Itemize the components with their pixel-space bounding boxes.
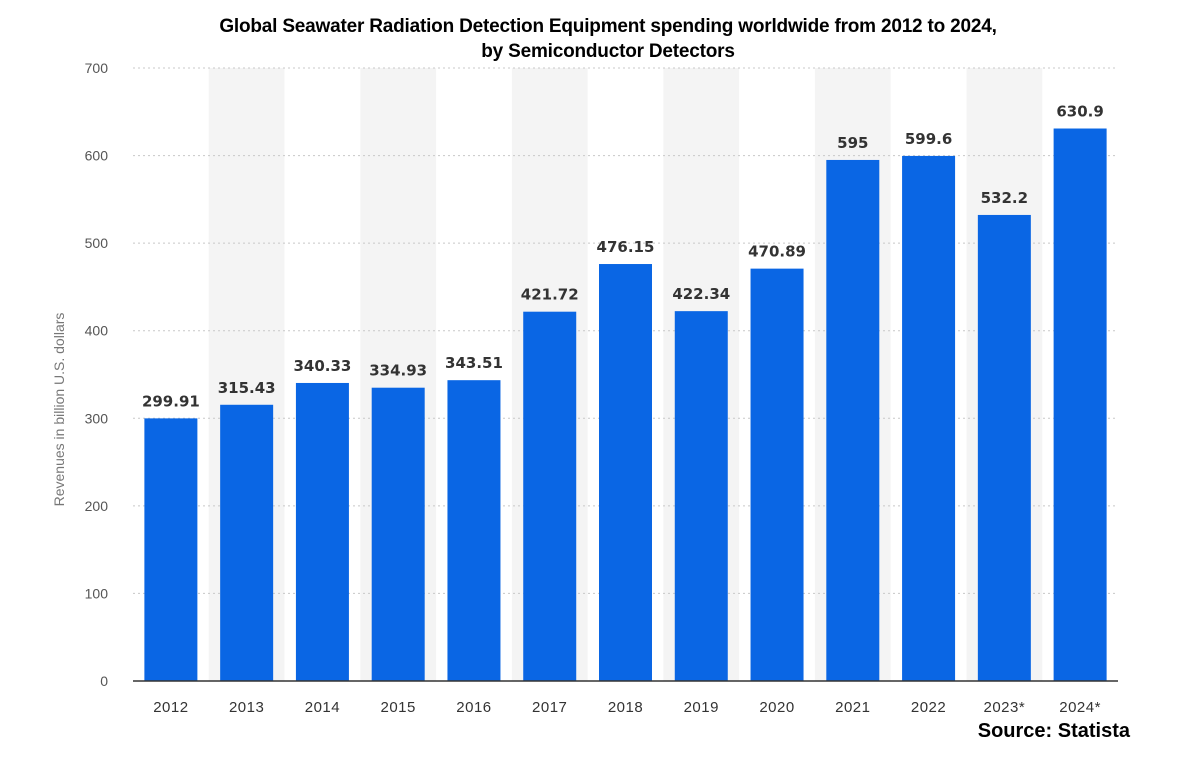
y-tick-label: 600 <box>85 148 109 164</box>
x-tick-label: 2019 <box>684 699 719 716</box>
x-tick-label: 2022 <box>911 699 946 716</box>
bar <box>826 159 880 681</box>
y-tick-label: 700 <box>85 60 109 76</box>
value-label: 470.89 <box>748 243 806 261</box>
y-tick-label: 100 <box>85 585 109 601</box>
x-axis-ticks: 2012 2013 2014 2015 2016 2017 2018 2019 2020 2021… <box>153 699 1101 716</box>
x-tick-label: 2013 <box>229 699 264 716</box>
value-label: 315.43 <box>218 379 276 397</box>
bar <box>977 214 1031 681</box>
value-label: 630.9 <box>1056 103 1103 121</box>
x-tick-label: 2020 <box>759 699 794 716</box>
y-tick-label: 500 <box>85 235 109 251</box>
chart-title: Global Seawater Radiation Detection Equi… <box>0 14 1184 64</box>
source-note: Source: Statista <box>977 720 1130 742</box>
x-tick-label: 2021 <box>835 699 870 716</box>
bar <box>447 380 501 681</box>
bars <box>144 128 1107 682</box>
bar <box>295 382 349 681</box>
x-tick-label: 2012 <box>153 699 188 716</box>
x-tick-label: 2015 <box>381 699 416 716</box>
y-tick-label: 300 <box>85 410 109 426</box>
x-tick-label: 2017 <box>532 699 567 716</box>
x-tick-label: 2018 <box>608 699 643 716</box>
y-axis-ticks: 0 100 200 300 400 500 600 700 <box>85 60 109 689</box>
bar <box>371 387 425 681</box>
value-label: 340.33 <box>293 357 351 375</box>
x-tick-label: 2023* <box>983 699 1025 716</box>
bar <box>902 155 956 682</box>
bar <box>523 311 577 681</box>
x-tick-label: 2024* <box>1059 699 1101 716</box>
value-label: 595 <box>837 134 868 152</box>
bar <box>1053 128 1107 682</box>
value-label: 476.15 <box>597 238 655 256</box>
y-axis-label: Revenues in billion U.S. dollars <box>51 313 67 507</box>
value-label: 532.2 <box>981 189 1028 207</box>
chart-title-line-2: by Semiconductor Detectors <box>481 41 735 62</box>
x-tick-label: 2016 <box>456 699 491 716</box>
value-label: 421.72 <box>521 286 579 304</box>
chart-title-line-1: Global Seawater Radiation Detection Equi… <box>219 16 997 37</box>
bar <box>750 268 804 681</box>
value-label: 299.91 <box>142 392 200 410</box>
bar <box>674 311 728 681</box>
value-label: 599.6 <box>905 130 952 148</box>
bar <box>599 264 652 681</box>
bar <box>220 404 274 681</box>
value-label: 334.93 <box>369 362 427 380</box>
y-tick-label: 400 <box>85 323 109 339</box>
x-tick-label: 2014 <box>305 699 340 716</box>
bar <box>144 418 198 681</box>
value-label: 422.34 <box>672 285 730 303</box>
value-label: 343.51 <box>445 354 503 372</box>
value-labels: 299.91 315.43 340.33 334.93 343.51 421.72 476.… <box>142 103 1104 411</box>
y-tick-label: 200 <box>85 498 109 514</box>
y-tick-label: 0 <box>100 673 108 689</box>
